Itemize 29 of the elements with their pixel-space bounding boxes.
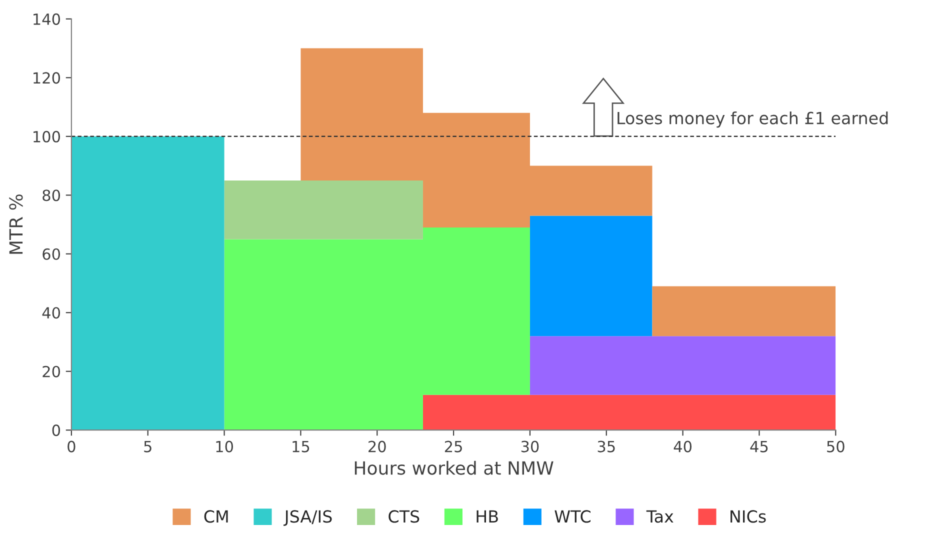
x-tick-label: 10 bbox=[216, 440, 233, 452]
y-tick-label: 120 bbox=[34, 72, 60, 84]
x-tick-label: 35 bbox=[598, 440, 615, 452]
y-tick-label: 20 bbox=[42, 366, 60, 378]
y-tick-label: 40 bbox=[42, 307, 60, 319]
x-tick-label: 0 bbox=[68, 440, 76, 452]
legend-label: JSA/IS bbox=[284, 510, 332, 526]
x-tick-label: 20 bbox=[368, 440, 386, 452]
x-tick-label: 25 bbox=[444, 440, 462, 452]
y-tick-label: 100 bbox=[34, 130, 60, 142]
x-tick-label: 40 bbox=[674, 440, 692, 452]
y-axis-title: MTR % bbox=[9, 194, 23, 254]
legend-label: NICs bbox=[730, 510, 766, 523]
x-tick-label: 30 bbox=[521, 440, 539, 452]
x-tick-label: 50 bbox=[827, 440, 844, 452]
ref-line-label: Loses money for each £1 earned bbox=[618, 111, 888, 128]
y-tick-label: 140 bbox=[34, 13, 60, 25]
y-tick-label: 80 bbox=[42, 190, 60, 202]
x-axis-title: Hours worked at NMW bbox=[354, 460, 554, 475]
legend-label: Tax bbox=[646, 510, 674, 523]
x-tick-label: 15 bbox=[292, 440, 310, 452]
legend-label: HB bbox=[476, 510, 498, 523]
y-tick-label: 60 bbox=[42, 248, 60, 260]
legend-label: CTS bbox=[388, 510, 420, 523]
x-tick-label: 5 bbox=[144, 440, 152, 452]
legend-label: CM bbox=[204, 510, 228, 523]
y-tick-label: 0 bbox=[52, 424, 60, 436]
x-tick-label: 45 bbox=[750, 440, 768, 452]
legend-label: WTC bbox=[554, 510, 591, 523]
